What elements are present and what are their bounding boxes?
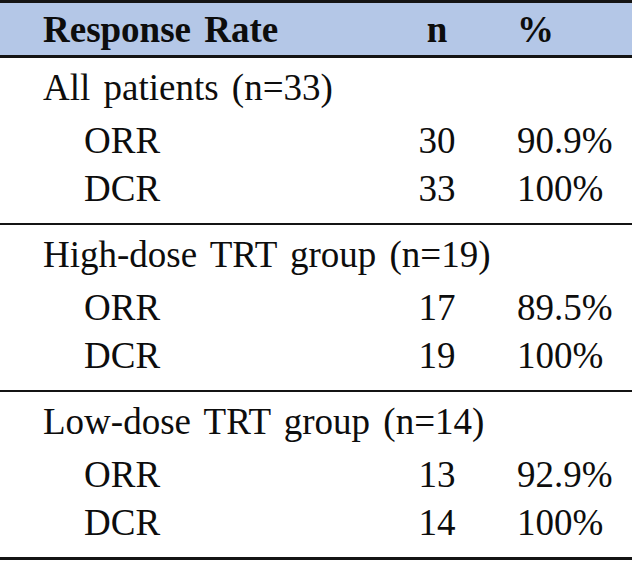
section-title-row: Low-dose TRT group (n=14) xyxy=(0,392,632,450)
cell-percent: 100% xyxy=(484,334,632,377)
table-row-dcr: DCR 14 100% xyxy=(0,498,632,546)
section-title: High-dose TRT group (n=19) xyxy=(0,233,491,276)
cell-n: 17 xyxy=(390,286,484,329)
column-header-n: n xyxy=(390,8,484,51)
table-row-orr: ORR 30 90.9% xyxy=(0,116,632,164)
cell-n: 19 xyxy=(390,334,484,377)
table-header-row: Response Rate n % xyxy=(0,0,632,58)
cell-n: 14 xyxy=(390,501,484,544)
section-low-dose: Low-dose TRT group (n=14) ORR 13 92.9% D… xyxy=(0,392,632,560)
table-row-dcr: DCR 19 100% xyxy=(0,331,632,379)
cell-percent: 92.9% xyxy=(484,453,632,496)
section-title: All patients (n=33) xyxy=(0,66,390,109)
cell-label: DCR xyxy=(0,334,390,377)
cell-percent: 90.9% xyxy=(484,119,632,162)
cell-label: ORR xyxy=(0,119,390,162)
section-all-patients: All patients (n=33) ORR 30 90.9% DCR 33 … xyxy=(0,58,632,225)
response-rate-table: Response Rate n % All patients (n=33) OR… xyxy=(0,0,632,576)
cell-label: DCR xyxy=(0,167,390,210)
cell-label: ORR xyxy=(0,286,390,329)
cell-n: 30 xyxy=(390,119,484,162)
column-header-percent: % xyxy=(484,8,632,51)
section-title-row: High-dose TRT group (n=19) xyxy=(0,225,632,283)
cell-n: 13 xyxy=(390,453,484,496)
table-row-orr: ORR 13 92.9% xyxy=(0,450,632,498)
table-row-orr: ORR 17 89.5% xyxy=(0,283,632,331)
cell-label: ORR xyxy=(0,453,390,496)
section-title: Low-dose TRT group (n=14) xyxy=(0,400,484,443)
table-row-dcr: DCR 33 100% xyxy=(0,164,632,212)
cell-label: DCR xyxy=(0,501,390,544)
cell-percent: 89.5% xyxy=(484,286,632,329)
cell-percent: 100% xyxy=(484,167,632,210)
cell-percent: 100% xyxy=(484,501,632,544)
column-header-response-rate: Response Rate xyxy=(0,8,390,51)
section-high-dose: High-dose TRT group (n=19) ORR 17 89.5% … xyxy=(0,225,632,392)
section-title-row: All patients (n=33) xyxy=(0,58,632,116)
cell-n: 33 xyxy=(390,167,484,210)
